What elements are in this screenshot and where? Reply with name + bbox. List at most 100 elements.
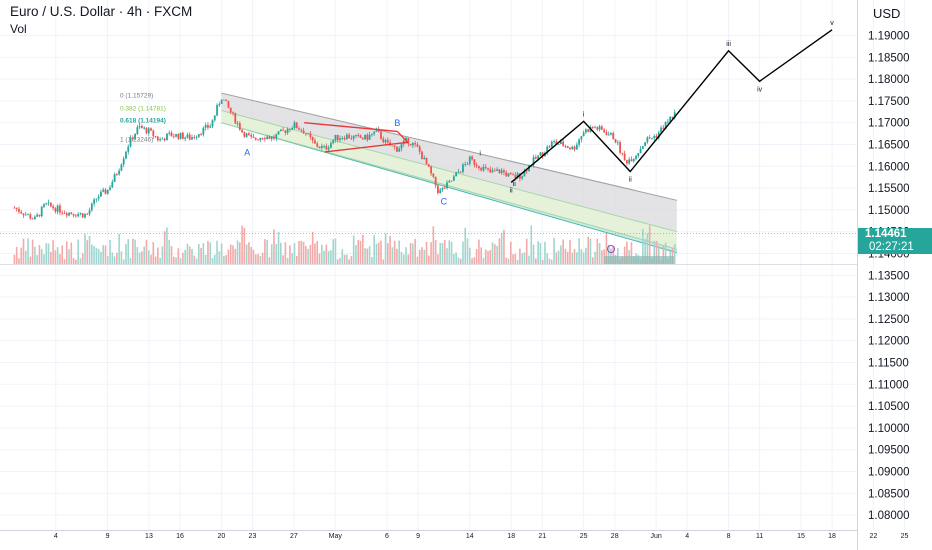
candle-body (496, 169, 499, 171)
candle-body (125, 151, 127, 159)
volume-bar (384, 233, 387, 264)
candle-body (382, 138, 385, 143)
volume-bar (293, 243, 296, 264)
volume-bar (512, 254, 514, 264)
candle-body (345, 134, 348, 140)
candle-body (409, 143, 412, 146)
volume-bar (311, 231, 314, 264)
y-tick-label: 1.12000 (868, 336, 910, 348)
candle-body (610, 133, 612, 135)
candle-body (653, 136, 656, 139)
candle-body (380, 131, 382, 139)
volume-bar (193, 255, 196, 264)
volume-bar (564, 248, 567, 264)
volume-bar (289, 245, 291, 264)
candle-body (97, 196, 100, 199)
point-label: B (394, 118, 400, 128)
candle-body (40, 206, 43, 217)
candle-body (127, 146, 130, 152)
candle-body (293, 122, 296, 128)
volume-bar (414, 238, 416, 264)
candle-body (648, 137, 651, 139)
candle-body (222, 99, 225, 101)
volume-bar (475, 249, 478, 264)
volume-bar (220, 243, 223, 264)
volume-bar (382, 259, 385, 264)
candle-body (152, 130, 155, 137)
candle-body (70, 212, 73, 214)
volume-bar (280, 242, 282, 264)
x-tick-label: Jun (650, 533, 661, 540)
volume-bar (241, 225, 243, 264)
candle-body (407, 138, 410, 144)
candle-body (45, 203, 48, 205)
candle-body (484, 166, 487, 168)
candle-body (250, 134, 253, 137)
candle-body (218, 104, 221, 106)
fib-level-label: 1 (1.13246) (120, 136, 153, 143)
volume-bar (27, 238, 29, 264)
volume-bar (655, 240, 658, 264)
volume-bar (544, 241, 546, 264)
volume-bar (496, 245, 498, 264)
volume-bar (457, 257, 460, 264)
symbol-title[interactable]: Euro / U.S. Dollar · 4h · FXCM (10, 4, 193, 19)
volume-bar (325, 244, 328, 264)
volume-bar (582, 252, 585, 264)
candle-body (188, 134, 191, 140)
point-label: C (441, 197, 448, 207)
candle-body (348, 134, 351, 139)
candle-body (254, 137, 257, 140)
candle-body (22, 213, 25, 216)
candle-body (181, 132, 184, 139)
volume-bar (578, 238, 580, 264)
x-tick-label: 25 (580, 533, 588, 540)
volume-bar (562, 239, 564, 264)
volume-bar (339, 257, 341, 264)
volume-bar (81, 253, 84, 264)
volume-indicator-label[interactable]: Vol (10, 22, 27, 36)
volume-bar (469, 247, 471, 264)
last-price: 1.14461 (865, 228, 907, 240)
candle-body (65, 213, 68, 216)
candle-body (373, 131, 376, 134)
volume-bar (13, 254, 16, 264)
candle-body (359, 135, 362, 138)
currency-label[interactable]: USD (873, 6, 901, 21)
candle-body (616, 142, 619, 144)
volume-bar (400, 251, 403, 264)
candle-body (207, 125, 209, 128)
volume-bar (161, 246, 164, 264)
candle-body (211, 120, 214, 127)
candle-body (336, 134, 339, 141)
volume-bar (284, 242, 287, 264)
candle-body (582, 132, 585, 137)
volume-bar (630, 242, 633, 264)
channel-lower-line (221, 122, 677, 254)
y-tick-label: 1.10000 (868, 423, 910, 435)
volume-bar (291, 253, 293, 264)
volume-bar (200, 247, 202, 264)
x-tick-label: 25 (901, 533, 909, 540)
volume-bar (377, 242, 380, 264)
candle-body (193, 137, 196, 138)
volume-bar (398, 240, 401, 264)
candle-body (462, 164, 464, 173)
y-tick-label: 1.11000 (868, 379, 909, 391)
candle-body (487, 167, 489, 170)
candle-body (425, 157, 428, 165)
candle-body (175, 134, 177, 137)
volume-bar (45, 243, 48, 264)
candle-body (277, 131, 280, 135)
volume-bar (389, 235, 391, 264)
candle-body (427, 164, 430, 167)
volume-bar (330, 250, 332, 264)
volume-bar (186, 243, 189, 264)
y-tick-label: 1.16500 (868, 140, 910, 152)
y-tick-label: 1.12500 (868, 314, 910, 326)
volume-bar (348, 259, 350, 264)
x-tick-label: 4 (685, 533, 689, 540)
volume-bar (54, 250, 57, 264)
candle-body (671, 116, 674, 119)
